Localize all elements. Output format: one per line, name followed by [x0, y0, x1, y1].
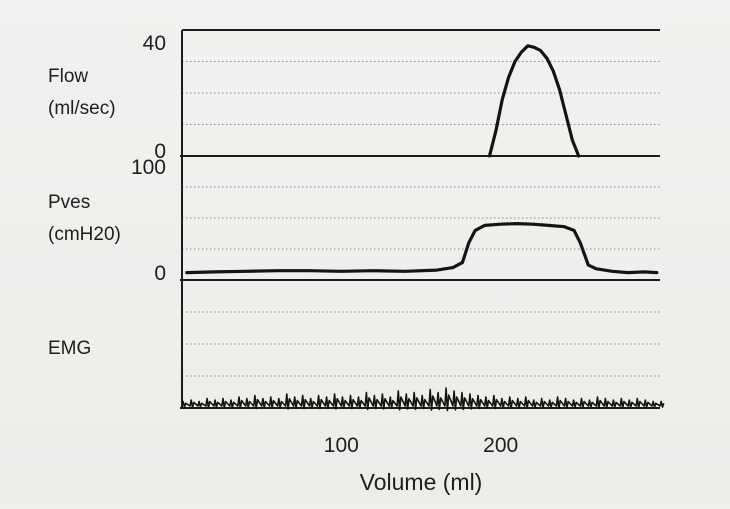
- y-tick-label-bottom: 0: [154, 262, 166, 285]
- panel-label-line: EMG: [48, 338, 91, 359]
- emg-trace: [181, 387, 665, 412]
- panel-label-line: Flow: [48, 66, 88, 87]
- series-layer: [181, 44, 665, 412]
- series-line: [487, 44, 581, 158]
- panel-label-line: Pves: [48, 192, 90, 213]
- y-tick-label-top: 40: [143, 32, 166, 55]
- panel-label-line: (cmH20): [48, 224, 121, 245]
- series-line: [185, 222, 659, 275]
- grid-layer: [182, 61, 660, 377]
- frame-layer: [180, 29, 660, 409]
- x-tick-label: 100: [324, 434, 359, 457]
- x-tick-label: 200: [483, 434, 518, 457]
- x-axis-title: Volume (ml): [360, 469, 483, 495]
- panel-label-line: (ml/sec): [48, 98, 116, 119]
- y-tick-label-top: 100: [131, 156, 166, 179]
- y-tick-label-bottom: 0: [154, 140, 166, 163]
